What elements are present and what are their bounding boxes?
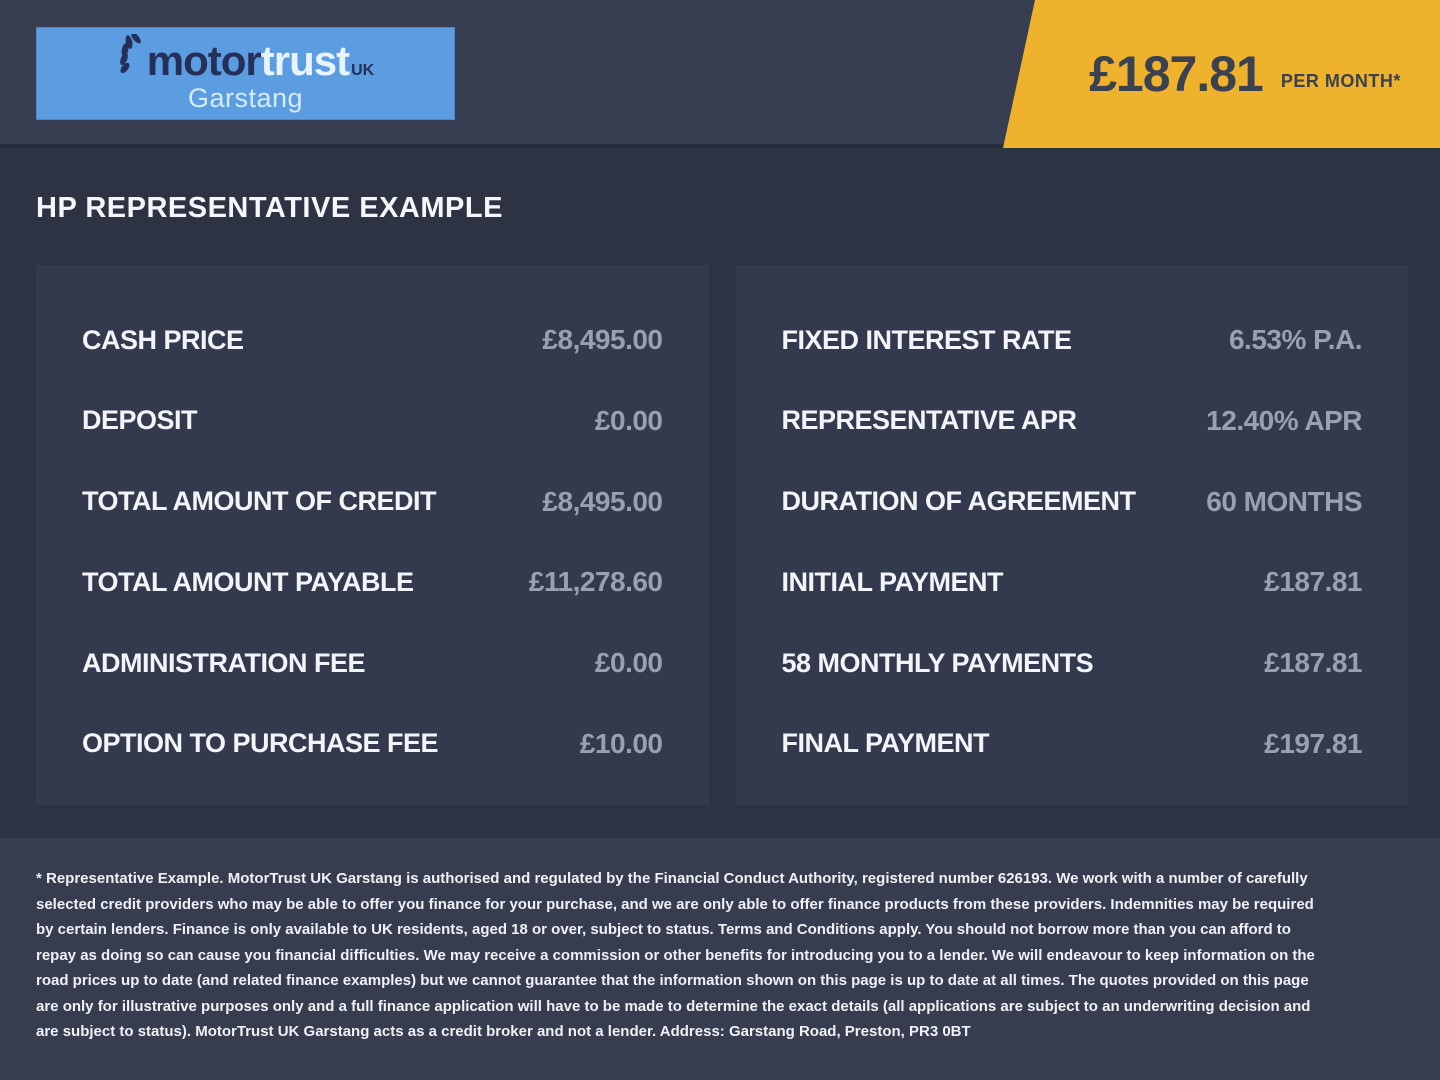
table-row: ADMINISTRATION FEE £0.00	[82, 626, 663, 700]
finance-row-value: 12.40% APR	[1206, 404, 1362, 436]
finance-row-value: 6.53% P.A.	[1228, 324, 1363, 355]
table-row: 58 MONTHLY PAYMENTS £187.81	[782, 626, 1363, 700]
table-row: OPTION TO PURCHASE FEE £10.00	[82, 707, 663, 781]
finance-row-value: £0.00	[594, 647, 663, 679]
finance-row-label: FIXED INTEREST RATE	[781, 324, 1073, 355]
finance-row-value: £8,495.00	[542, 324, 663, 355]
finance-row-value: £10.00	[579, 727, 663, 759]
table-row: FIXED INTEREST RATE 6.53% P.A.	[782, 303, 1363, 377]
dealer-logo: motor trust UK Garstang	[36, 27, 455, 120]
logo-location: Garstang	[187, 82, 304, 113]
table-row: DEPOSIT £0.00	[82, 384, 663, 458]
leaf-icon	[117, 32, 143, 78]
table-row: CASH PRICE £8,495.00	[82, 303, 663, 377]
logo-text-motor: motor	[146, 36, 262, 84]
finance-row-label: 58 MONTHLY PAYMENTS	[781, 647, 1094, 678]
finance-row-label: TOTAL AMOUNT OF CREDIT	[82, 486, 436, 517]
monthly-price-amount: £187.81	[1089, 46, 1264, 102]
finance-row-label: FINAL PAYMENT	[781, 728, 990, 759]
finance-row-value: £187.81	[1264, 647, 1362, 679]
disclaimer-text: * Representative Example. MotorTrust UK …	[36, 870, 1315, 1040]
finance-row-label: CASH PRICE	[82, 324, 244, 355]
finance-row-value: £197.81	[1264, 727, 1362, 759]
table-row: TOTAL AMOUNT OF CREDIT £8,495.00	[82, 465, 663, 539]
finance-row-label: DEPOSIT	[82, 405, 198, 436]
finance-row-label: DURATION OF AGREEMENT	[781, 486, 1137, 517]
footer: * Representative Example. MotorTrust UK …	[0, 838, 1440, 1080]
finance-row-label: TOTAL AMOUNT PAYABLE	[82, 566, 414, 597]
table-row: DURATION OF AGREEMENT 60 MONTHS	[782, 465, 1363, 539]
page-title: HP REPRESENTATIVE EXAMPLE	[36, 192, 503, 224]
finance-row-label: OPTION TO PURCHASE FEE	[82, 728, 439, 759]
finance-panel-left: CASH PRICE £8,495.00 DEPOSIT £0.00 TOTAL…	[36, 265, 709, 805]
finance-row-label: INITIAL PAYMENT	[781, 566, 1004, 597]
monthly-price-period: PER MONTH*	[1280, 70, 1401, 91]
logo-text-trust: trust	[260, 36, 350, 84]
table-row: TOTAL AMOUNT PAYABLE £11,278.60	[82, 545, 663, 619]
finance-panel-right: FIXED INTEREST RATE 6.53% P.A. REPRESENT…	[735, 265, 1408, 805]
finance-row-label: REPRESENTATIVE APR	[781, 405, 1078, 436]
finance-row-label: ADMINISTRATION FEE	[82, 647, 366, 678]
finance-row-value: £8,495.00	[542, 485, 663, 517]
finance-panels: CASH PRICE £8,495.00 DEPOSIT £0.00 TOTAL…	[36, 265, 1408, 805]
finance-row-value: 60 MONTHS	[1206, 485, 1362, 517]
table-row: REPRESENTATIVE APR 12.40% APR	[782, 384, 1363, 458]
monthly-price-banner: £187.81 PER MONTH*	[1003, 0, 1440, 148]
finance-row-value: £187.81	[1264, 566, 1362, 598]
logo-brand-line: motor trust UK	[117, 32, 375, 84]
finance-row-value: £11,278.60	[528, 566, 663, 598]
table-row: INITIAL PAYMENT £187.81	[782, 545, 1363, 619]
header-bar: motor trust UK Garstang £187.81 PER MONT…	[0, 0, 1440, 148]
table-row: FINAL PAYMENT £197.81	[782, 707, 1363, 781]
finance-row-value: £0.00	[594, 404, 663, 436]
logo-text-uk: UK	[351, 61, 375, 79]
